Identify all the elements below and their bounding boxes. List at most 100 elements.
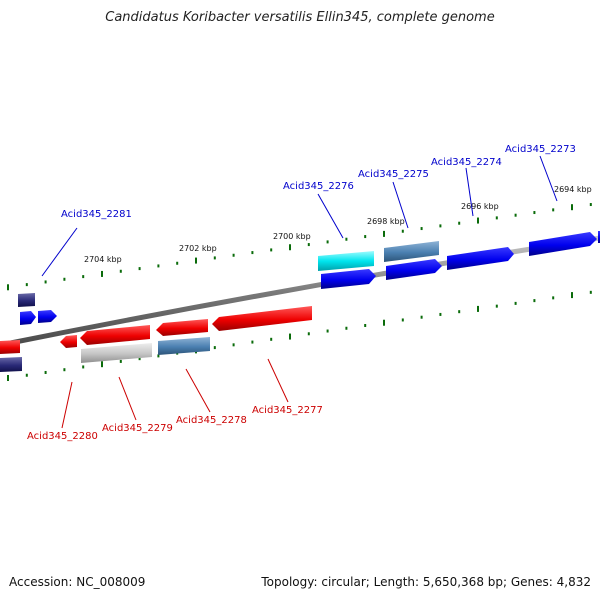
major-tick [383, 230, 385, 237]
gene-label[interactable]: Acid345_2281 [61, 209, 132, 220]
minor-tick [420, 227, 423, 231]
major-tick [101, 361, 103, 368]
minor-tick [495, 216, 498, 220]
major-tick [289, 333, 291, 340]
minor-tick [25, 373, 28, 377]
major-tick [7, 375, 9, 381]
gene-forward-arrow[interactable] [321, 269, 376, 289]
scale-label: 2696 kbp [461, 202, 499, 211]
minor-tick [251, 340, 254, 344]
major-tick [571, 204, 573, 211]
gene-reverse-box[interactable] [0, 357, 22, 372]
label-leader-lines [41, 155, 558, 429]
gene-acid345-2279-arrow[interactable] [80, 325, 150, 345]
minor-tick [514, 301, 517, 305]
minor-tick [458, 310, 461, 314]
minor-tick [307, 332, 310, 336]
minor-tick [439, 224, 442, 228]
minor-tick [420, 315, 423, 319]
gene-label[interactable]: Acid345_2278 [176, 415, 247, 426]
minor-tick [345, 237, 348, 241]
minor-tick [589, 290, 592, 294]
scale-label: 2698 kbp [367, 217, 405, 226]
minor-tick [364, 323, 367, 327]
reverse-genes [0, 306, 312, 372]
map-title: Candidatus Koribacter versatilis Ellin34… [105, 10, 495, 25]
minor-tick [514, 213, 517, 217]
minor-tick [63, 368, 66, 372]
minor-tick [533, 211, 536, 215]
topology-text: Topology: circular; Length: 5,650,368 bp… [261, 575, 591, 589]
minor-tick [345, 326, 348, 330]
minor-tick [176, 261, 179, 265]
major-tick [101, 270, 103, 277]
minor-tick [232, 343, 235, 347]
reverse-gene-labels: Acid345_2280 Acid345_2279 Acid345_2278 A… [27, 405, 323, 442]
minor-tick [213, 256, 216, 260]
minor-tick [401, 229, 404, 233]
minor-tick [458, 221, 461, 225]
minor-tick [157, 264, 160, 268]
gene-label[interactable]: Acid345_2273 [505, 144, 576, 155]
gene-acid345-2279[interactable] [81, 343, 152, 363]
scale-labels: 2704 kbp 2702 kbp 2700 kbp 2698 kbp 2696… [84, 185, 592, 264]
major-tick [383, 319, 385, 326]
gene-acid345-2277[interactable] [212, 306, 312, 331]
minor-tick [307, 243, 310, 247]
minor-tick [44, 370, 47, 374]
accession-text: Accession: NC_008009 [9, 575, 146, 589]
gene-label[interactable]: Acid345_2275 [358, 169, 429, 180]
gene-acid345-2275[interactable] [384, 241, 439, 262]
minor-tick [138, 267, 141, 271]
major-tick [7, 284, 9, 291]
gene-label[interactable]: Acid345_2277 [252, 405, 323, 416]
gene-acid345-2278-arrow[interactable] [156, 319, 208, 336]
minor-tick [44, 280, 47, 284]
gene-acid345-2273[interactable] [529, 232, 597, 256]
gene-forward-arrow[interactable] [20, 311, 36, 325]
minor-tick [270, 337, 273, 341]
genome-backbone [0, 235, 600, 348]
gene-acid345-2278[interactable] [158, 337, 210, 355]
gene-reverse-arrow[interactable] [0, 340, 20, 354]
minor-tick [82, 275, 85, 279]
minor-tick [326, 240, 329, 244]
gene-acid345-2281-box[interactable] [18, 293, 35, 307]
gene-forward-arrow[interactable] [386, 259, 442, 280]
tick-tracks [7, 203, 592, 381]
minor-tick [119, 359, 122, 363]
gene-acid345-2274[interactable] [447, 247, 514, 270]
minor-tick [157, 354, 160, 358]
minor-tick [495, 304, 498, 308]
major-tick [195, 257, 197, 264]
gene-label[interactable]: Acid345_2276 [283, 181, 354, 192]
minor-tick [364, 235, 367, 239]
major-tick [571, 292, 573, 299]
gene-label[interactable]: Acid345_2274 [431, 157, 502, 168]
gene-acid345-2280[interactable] [60, 335, 77, 348]
minor-tick [589, 203, 592, 207]
minor-tick [213, 346, 216, 350]
gene-acid345-2276[interactable] [318, 251, 374, 271]
major-tick [477, 217, 479, 224]
gene-label[interactable]: Acid345_2280 [27, 431, 98, 442]
minor-tick [251, 251, 254, 255]
minor-tick [401, 318, 404, 322]
gene-label[interactable]: Acid345_2279 [102, 423, 173, 434]
scale-label: 2702 kbp [179, 244, 217, 253]
minor-tick [119, 269, 122, 273]
minor-tick [326, 329, 329, 333]
minor-tick [25, 283, 28, 287]
minor-tick [439, 312, 442, 316]
minor-tick [552, 296, 555, 300]
minor-tick [533, 299, 536, 303]
minor-tick [63, 277, 66, 281]
scale-label: 2694 kbp [554, 185, 592, 194]
minor-tick [552, 208, 555, 212]
minor-tick [82, 365, 85, 369]
major-tick [477, 305, 479, 312]
minor-tick [270, 248, 273, 252]
gene-forward-arrow[interactable] [38, 310, 57, 323]
